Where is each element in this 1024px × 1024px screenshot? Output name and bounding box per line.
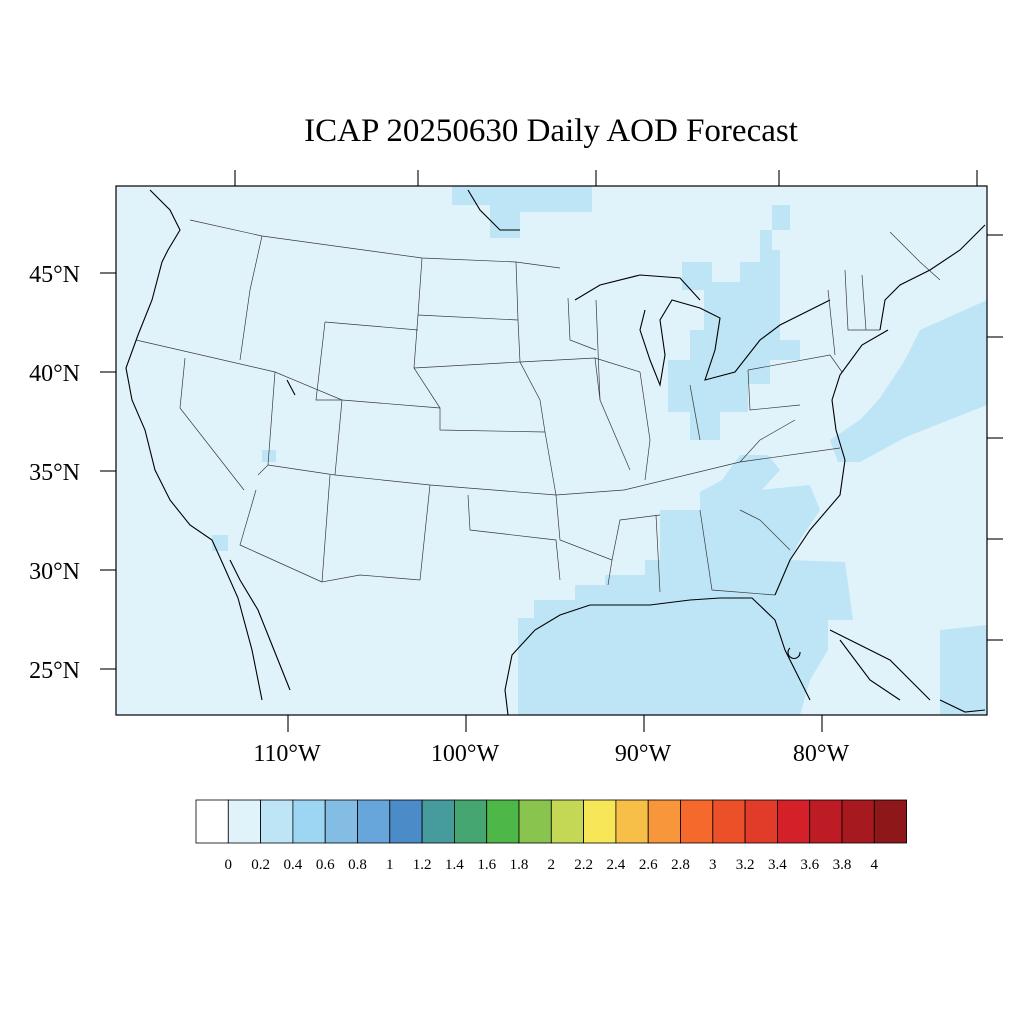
colorbar-tick-label: 0.8 xyxy=(348,857,367,873)
colorbar-swatch xyxy=(744,799,778,844)
longitude-labels: 110°W 100°W 90°W 80°W xyxy=(253,741,849,767)
colorbar-swatch xyxy=(195,799,229,844)
coastlines xyxy=(125,189,986,716)
colorbar-tick-label: 0.6 xyxy=(316,857,335,873)
colorbar-swatch xyxy=(421,799,455,844)
colorbar-tick-label: 2.8 xyxy=(671,857,690,873)
colorbar-swatch xyxy=(453,799,488,844)
colorbar-tick-label: 2.4 xyxy=(607,857,626,873)
colorbar-swatch xyxy=(873,799,907,844)
lat-label-35: 35°N xyxy=(29,460,80,486)
colorbar-swatch xyxy=(583,799,617,844)
lon-label-100: 100°W xyxy=(431,741,500,767)
colorbar-tick-label: 2.2 xyxy=(574,857,593,873)
lat-label-40: 40°N xyxy=(29,361,80,387)
colorbar-tick-label: 1.4 xyxy=(445,857,464,873)
colorbar-swatch xyxy=(550,799,584,844)
lat-label-45: 45°N xyxy=(29,262,80,288)
colorbar-swatch xyxy=(647,799,681,844)
colorbar-tick-label: 0.4 xyxy=(284,857,303,873)
colorbar-tick-label: 1.8 xyxy=(510,857,529,873)
colorbar-swatch xyxy=(680,799,714,844)
colorbar-labels: 0 0.2 0.4 0.6 0.8 1 1.2 1.4 1.6 1.8 2 2.2 2.4 2.6 2.8 3… xyxy=(225,857,879,873)
lat-label-30: 30°N xyxy=(29,559,80,585)
latitude-labels: 45°N 40°N 35°N 30°N 25°N xyxy=(29,262,80,684)
colorbar-swatch xyxy=(389,799,423,844)
colorbar-tick-label: 1 xyxy=(386,857,394,873)
lon-label-80: 80°W xyxy=(793,741,850,767)
colorbar-tick-label: 3.6 xyxy=(800,857,819,873)
colorbar-tick-label: 0.2 xyxy=(251,857,270,873)
colorbar-tick-label: 1.6 xyxy=(477,857,496,873)
colorbar-swatch xyxy=(809,799,843,844)
colorbar-swatch xyxy=(227,799,262,844)
colorbar-tick-label: 3 xyxy=(709,857,717,873)
colorbar-swatch xyxy=(324,799,358,844)
map-frame xyxy=(115,185,988,716)
colorbar-swatch xyxy=(292,799,326,844)
colorbar-tick-label: 4 xyxy=(871,857,879,873)
aod-elevated-patches xyxy=(212,186,987,715)
colorbar-swatch xyxy=(518,799,552,844)
colorbar-tick-label: 2 xyxy=(548,857,556,873)
colorbar-tick-label: 3.2 xyxy=(736,857,755,873)
colorbar xyxy=(195,799,907,844)
colorbar-swatch xyxy=(486,799,520,844)
lon-label-110: 110°W xyxy=(253,741,321,767)
map-ticks xyxy=(100,170,1003,732)
colorbar-tick-label: 0 xyxy=(225,857,233,873)
colorbar-swatch xyxy=(260,799,294,844)
colorbar-tick-label: 3.4 xyxy=(768,857,787,873)
state-boundaries xyxy=(135,219,941,596)
colorbar-swatch xyxy=(841,799,875,844)
lat-label-25: 25°N xyxy=(29,658,80,684)
lon-label-90: 90°W xyxy=(615,741,672,767)
colorbar-swatch xyxy=(615,799,649,844)
map-title: ICAP 20250630 Daily AOD Forecast xyxy=(304,113,798,149)
colorbar-swatch xyxy=(357,799,391,844)
colorbar-swatch xyxy=(777,799,811,844)
colorbar-tick-label: 2.6 xyxy=(639,857,658,873)
map-panel xyxy=(100,170,1003,732)
colorbar-tick-label: 3.8 xyxy=(833,857,852,873)
colorbar-tick-label: 1.2 xyxy=(413,857,432,873)
colorbar-swatch xyxy=(712,799,746,844)
